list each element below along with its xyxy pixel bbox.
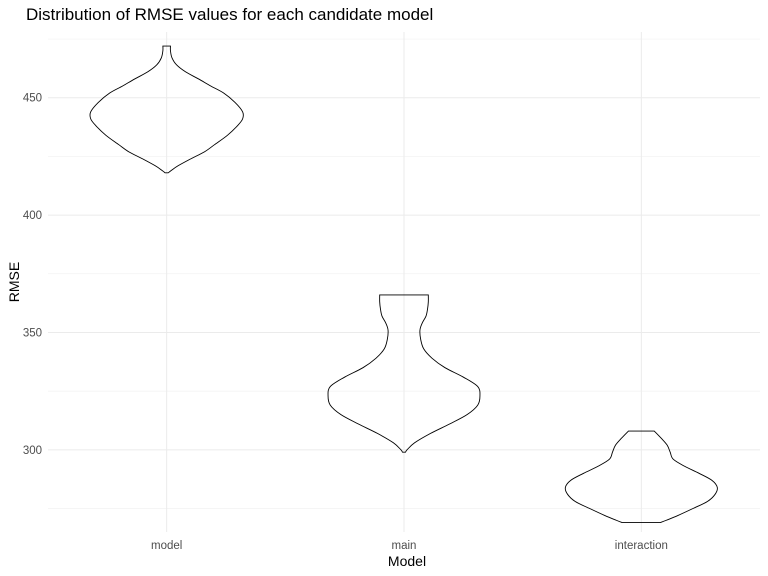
x-tick-label: main bbox=[392, 540, 417, 552]
y-axis-ticks: 300 350 400 450 bbox=[23, 93, 42, 457]
x-axis-title: Model bbox=[388, 553, 426, 569]
x-axis-ticks: model main interaction bbox=[151, 540, 668, 552]
violin-model bbox=[89, 45, 244, 174]
chart-title: Distribution of RMSE values for each can… bbox=[26, 5, 434, 24]
x-tick-label: model bbox=[151, 540, 182, 552]
grid-lines bbox=[48, 32, 760, 532]
y-tick-label: 350 bbox=[23, 327, 42, 339]
y-tick-label: 450 bbox=[23, 93, 42, 105]
x-tick-label: interaction bbox=[615, 540, 668, 552]
violin-main bbox=[327, 294, 481, 453]
y-tick-label: 300 bbox=[23, 445, 42, 457]
y-tick-label: 400 bbox=[23, 210, 42, 222]
y-axis-title: RMSE bbox=[6, 262, 22, 302]
violin-series bbox=[89, 45, 718, 524]
violin-interaction bbox=[564, 430, 718, 524]
